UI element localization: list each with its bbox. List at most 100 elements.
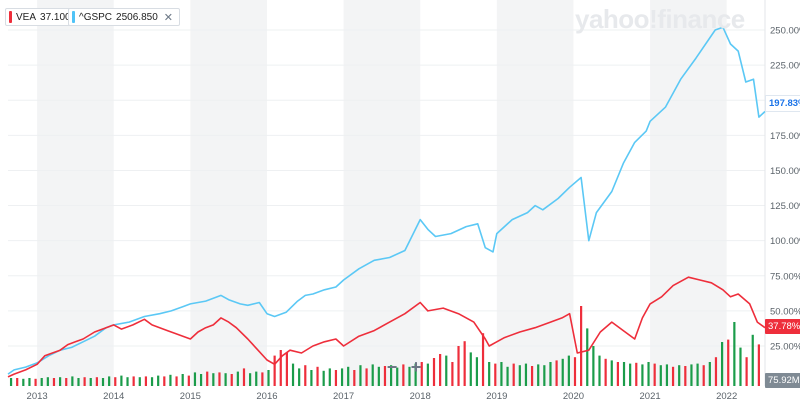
volume-bar	[408, 366, 411, 386]
volume-bar	[690, 364, 693, 386]
x-tick-label: 2018	[410, 391, 431, 402]
volume-bar	[322, 370, 325, 386]
volume-bar	[261, 372, 264, 386]
legend-symbol-vea: VEA	[16, 11, 37, 23]
volume-bar	[353, 370, 356, 386]
x-tick-label: 2015	[180, 391, 201, 402]
volume-bar	[457, 346, 460, 386]
volume-bar	[46, 377, 49, 386]
volume-bar	[34, 378, 37, 386]
volume-bar	[383, 366, 387, 386]
volume-bar	[255, 371, 258, 386]
volume-bar	[592, 346, 595, 386]
y-tick-label: 150.00%	[770, 166, 800, 177]
volume-bar	[285, 352, 288, 386]
close-icon[interactable]: ✕	[163, 11, 173, 24]
volume-bar	[414, 363, 417, 386]
volume-bar	[647, 362, 650, 386]
volume-bar	[512, 363, 515, 386]
volume-bar	[328, 368, 331, 386]
volume-bar	[206, 371, 209, 386]
volume-bar	[635, 362, 638, 386]
volume-bar	[316, 366, 319, 386]
volume-bar	[604, 358, 607, 386]
volume-bar	[530, 366, 534, 386]
volume-bar	[463, 341, 466, 386]
volume-bar	[157, 375, 160, 386]
volume-bar	[708, 362, 711, 386]
volume-bar	[304, 365, 307, 386]
volume-bar	[727, 339, 730, 386]
volume-bar	[396, 367, 399, 386]
volume-bar	[616, 362, 619, 386]
volume-bar	[432, 358, 436, 386]
volume-bar	[365, 368, 368, 386]
volume-bar	[586, 328, 589, 386]
volume-bar	[696, 363, 699, 386]
volume-bar	[16, 378, 19, 386]
volume-bar	[347, 366, 350, 386]
volume-bar	[120, 375, 123, 386]
volume-bar	[610, 360, 613, 386]
year-band	[37, 0, 114, 386]
volume-bar	[95, 377, 98, 386]
year-band	[496, 0, 574, 386]
vea-color-marker	[9, 11, 12, 23]
volume-bar	[267, 370, 270, 386]
zoom-out-button[interactable]: −	[386, 357, 398, 377]
volume-bar	[567, 355, 570, 386]
volume-bar	[537, 364, 540, 386]
volume-bar	[488, 362, 491, 386]
volume-bar	[181, 374, 184, 386]
volume-bar	[420, 362, 423, 386]
volume-bar	[132, 376, 135, 386]
volume-bar	[108, 376, 111, 386]
volume-bar	[426, 363, 429, 386]
volume-bar	[500, 362, 503, 386]
volume-bar	[199, 374, 203, 386]
volume-bar	[629, 363, 632, 386]
volume-bar	[439, 354, 442, 386]
volume-bar	[469, 352, 472, 386]
volume-bar	[653, 363, 656, 386]
volume-bar	[481, 333, 485, 386]
volume-bar	[65, 378, 68, 386]
volume-bar	[720, 342, 724, 386]
volume-bar	[334, 370, 338, 386]
zoom-in-button[interactable]: +	[410, 357, 422, 377]
legend-chip-vea[interactable]: VEA 37.100	[5, 8, 78, 26]
volume-bar	[555, 360, 558, 386]
vea-last-value-tag: 37.78%	[765, 319, 800, 334]
volume-bar	[506, 366, 509, 386]
volume-bar	[40, 378, 43, 386]
volume-bar	[150, 377, 154, 386]
volume-bar	[340, 368, 344, 386]
volume-bar	[83, 377, 86, 386]
gspc-last-value-tag: 197.83%	[765, 95, 800, 112]
volume-bar	[580, 306, 583, 386]
y-tick-label: 25.00%	[770, 342, 800, 353]
volume-bar	[144, 376, 148, 386]
volume-bar	[733, 322, 736, 386]
volume-bar	[101, 378, 105, 386]
volume-bar	[310, 370, 313, 386]
x-tick-label: 2019	[486, 391, 507, 402]
volume-bar	[702, 365, 705, 386]
volume-bar	[641, 364, 644, 386]
volume-bar	[9, 378, 13, 386]
volume-bar	[451, 362, 454, 386]
volume-bar	[291, 363, 295, 386]
volume-bar	[524, 363, 528, 386]
x-tick-label: 2013	[27, 391, 48, 402]
volume-bar	[163, 376, 166, 386]
volume-bar	[757, 344, 760, 386]
volume-bar	[52, 378, 56, 386]
volume-bar	[665, 364, 669, 386]
volume-bar	[71, 376, 74, 386]
volume-bar	[236, 371, 239, 386]
volume-bar	[739, 347, 742, 386]
volume-bar	[230, 374, 233, 386]
legend-chip-gspc[interactable]: ^GSPC 2506.850 ✕	[68, 8, 180, 26]
